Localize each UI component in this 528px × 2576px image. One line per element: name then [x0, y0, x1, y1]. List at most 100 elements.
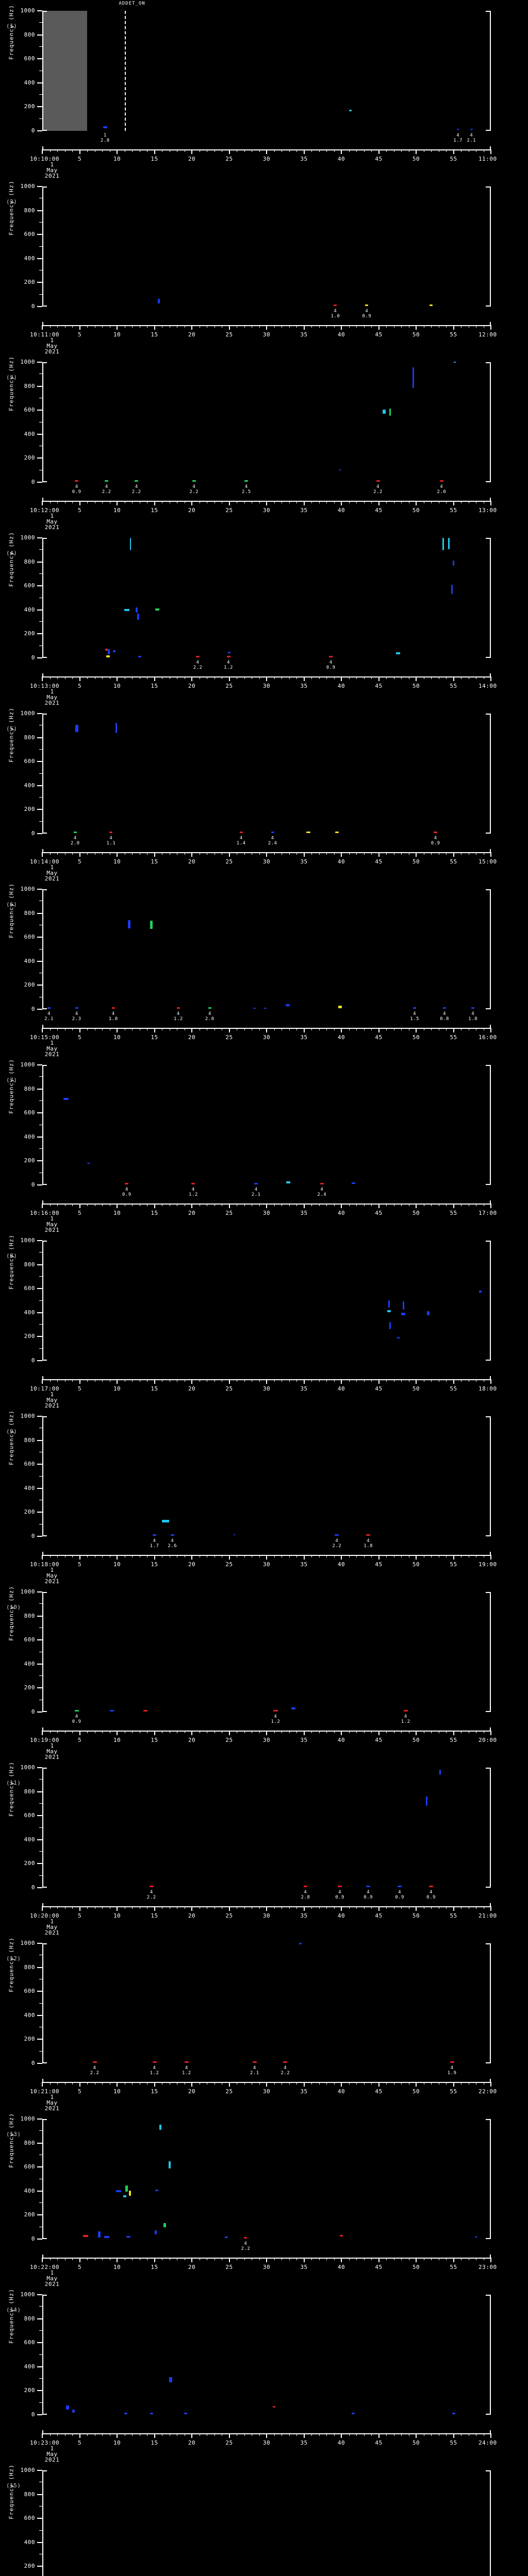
detection-callout-value: 2.6: [168, 1544, 177, 1549]
axis-corner-cap: [42, 2238, 47, 2239]
detection-mark: [226, 656, 230, 658]
time-axis-major-tick: [79, 1379, 80, 1384]
detection-callout-code: 4: [239, 836, 243, 841]
time-axis-major-tick: [228, 1028, 230, 1032]
time-axis-minor-tick: [326, 149, 327, 152]
y-axis-tick-label: 1000: [20, 7, 35, 14]
time-axis-minor-tick: [132, 1028, 133, 1030]
detection-callout-code: 4: [93, 2065, 96, 2071]
y-axis-minor-tick: [39, 118, 42, 119]
time-axis-tick-label: 25: [225, 1737, 233, 1743]
time-axis-major-tick: [453, 1379, 454, 1384]
time-axis-minor-tick: [371, 2082, 372, 2084]
detection-mark: [155, 608, 160, 611]
time-axis-tick-label: 45: [375, 331, 383, 338]
y-axis-left-spine: [42, 538, 43, 658]
detection-callout: 4 1.2: [271, 1714, 280, 1724]
detection-mark: [366, 1534, 371, 1536]
time-axis-tick-label: 55: [450, 858, 457, 865]
detection-mark: [453, 560, 454, 566]
detection-mark: [429, 1885, 433, 1887]
detection-mark: [382, 409, 386, 414]
y-axis-tick: [37, 1767, 42, 1768]
detection-mark: [137, 613, 139, 620]
time-axis-major-tick: [453, 501, 454, 505]
time-axis-major-tick: [117, 2433, 118, 2438]
time-axis-major-tick: [416, 1906, 417, 1911]
detection-callout-code: 4: [334, 309, 337, 314]
time-axis-minor-tick: [57, 2082, 58, 2084]
y-axis-minor-tick: [39, 821, 42, 822]
detection-callout-code: 4: [153, 1538, 156, 1544]
time-axis-tick-label: 5: [77, 156, 82, 162]
spectrogram-panel: 0 200 400 600 800 1000 Frequency (Hz) (2) 10:11:…: [0, 176, 528, 354]
time-axis-minor-tick: [364, 2258, 365, 2260]
date-stamp-line: 2021: [44, 1402, 60, 1409]
y-axis-tick-label: 600: [24, 1988, 35, 1995]
spectrogram-panel: 0 200 400 600 800 1000 Frequency (Hz) (8) 10:17:…: [0, 1230, 528, 1409]
y-axis-left-spine: [42, 1416, 43, 1536]
time-axis-major-tick: [154, 852, 155, 857]
detection-callout-value: 2.8: [301, 1895, 310, 1900]
time-axis-minor-tick: [50, 2433, 51, 2436]
time-axis-tick-label: 45: [375, 1034, 383, 1041]
y-axis-minor-tick: [39, 749, 42, 750]
time-axis-minor-tick: [319, 852, 320, 855]
axis-corner-cap: [486, 538, 490, 539]
time-axis-minor-tick: [319, 2433, 320, 2436]
time-axis-major-tick: [117, 2082, 118, 2087]
detection-callout: 4 1.7: [150, 1538, 159, 1549]
y-axis-title: Frequency (Hz): [8, 2464, 15, 2519]
time-axis-tick-label: 45: [375, 1912, 383, 1919]
time-axis-minor-tick: [244, 1028, 245, 1030]
y-axis-tick: [37, 737, 42, 738]
time-axis-major-tick: [42, 1906, 43, 1911]
time-axis-minor-tick: [311, 2433, 312, 2436]
time-axis-major-tick: [266, 1379, 267, 1384]
y-axis-tick: [37, 2063, 42, 2064]
detection-mark: [365, 304, 369, 307]
detection-mark: [109, 1709, 114, 1711]
time-axis-minor-tick: [87, 1028, 88, 1030]
time-axis-minor-tick: [311, 2258, 312, 2260]
detection-callout-code: 4: [376, 484, 380, 489]
time-axis-major-tick: [303, 1555, 305, 1560]
detection-callout: 4 2.2: [241, 2241, 251, 2251]
time-axis-minor-tick: [334, 852, 335, 855]
spectrogram-panel: 0 200 400 600 800 1000 Frequency (Hz) (6) 10:15:…: [0, 878, 528, 1057]
y-axis-minor-tick: [39, 549, 42, 550]
y-axis-tick-label: 0: [31, 1884, 35, 1891]
time-axis-tick-label: 20: [188, 1737, 196, 1743]
axis-corner-cap: [486, 833, 490, 834]
detection-callout: 4 1.9: [448, 2065, 457, 2076]
time-axis-minor-tick: [296, 852, 297, 855]
time-axis-tick-label: 40: [337, 1912, 345, 1919]
y-axis-minor-tick: [39, 1675, 42, 1676]
date-stamp-line: 1: [50, 337, 54, 344]
y-axis-tick: [37, 1312, 42, 1313]
time-axis-start-cap: [42, 1376, 43, 1380]
time-axis-minor-tick: [50, 676, 51, 679]
detection-callout-value: 1.0: [108, 1016, 118, 1022]
y-axis-tick: [37, 10, 42, 11]
detection-mark: [150, 2412, 153, 2414]
y-axis-tick: [37, 482, 42, 483]
time-axis-minor-tick: [214, 1028, 215, 1030]
time-axis-tick-label: 40: [337, 683, 345, 689]
time-axis-tick-label: 40: [337, 156, 345, 162]
y-axis-tick-label: 200: [24, 630, 35, 637]
time-axis-minor-tick: [356, 1906, 357, 1909]
axis-corner-cap: [486, 1241, 490, 1242]
time-axis-tick-label: 5: [77, 1737, 82, 1743]
time-axis-major-tick: [416, 676, 417, 681]
axis-corner-cap: [42, 833, 47, 834]
time-axis-minor-tick: [72, 1379, 73, 1382]
time-axis-tick-label: 25: [225, 1561, 233, 1568]
time-axis-tick-label: 20: [188, 1385, 196, 1392]
time-axis-minor-tick: [364, 1204, 365, 1206]
detection-callout-code: 4: [227, 660, 230, 665]
time-axis-minor-tick: [274, 1906, 275, 1909]
detection-callout-value: 0.9: [362, 314, 372, 319]
time-axis-minor-tick: [102, 676, 103, 679]
plot-area: [42, 1942, 491, 2063]
